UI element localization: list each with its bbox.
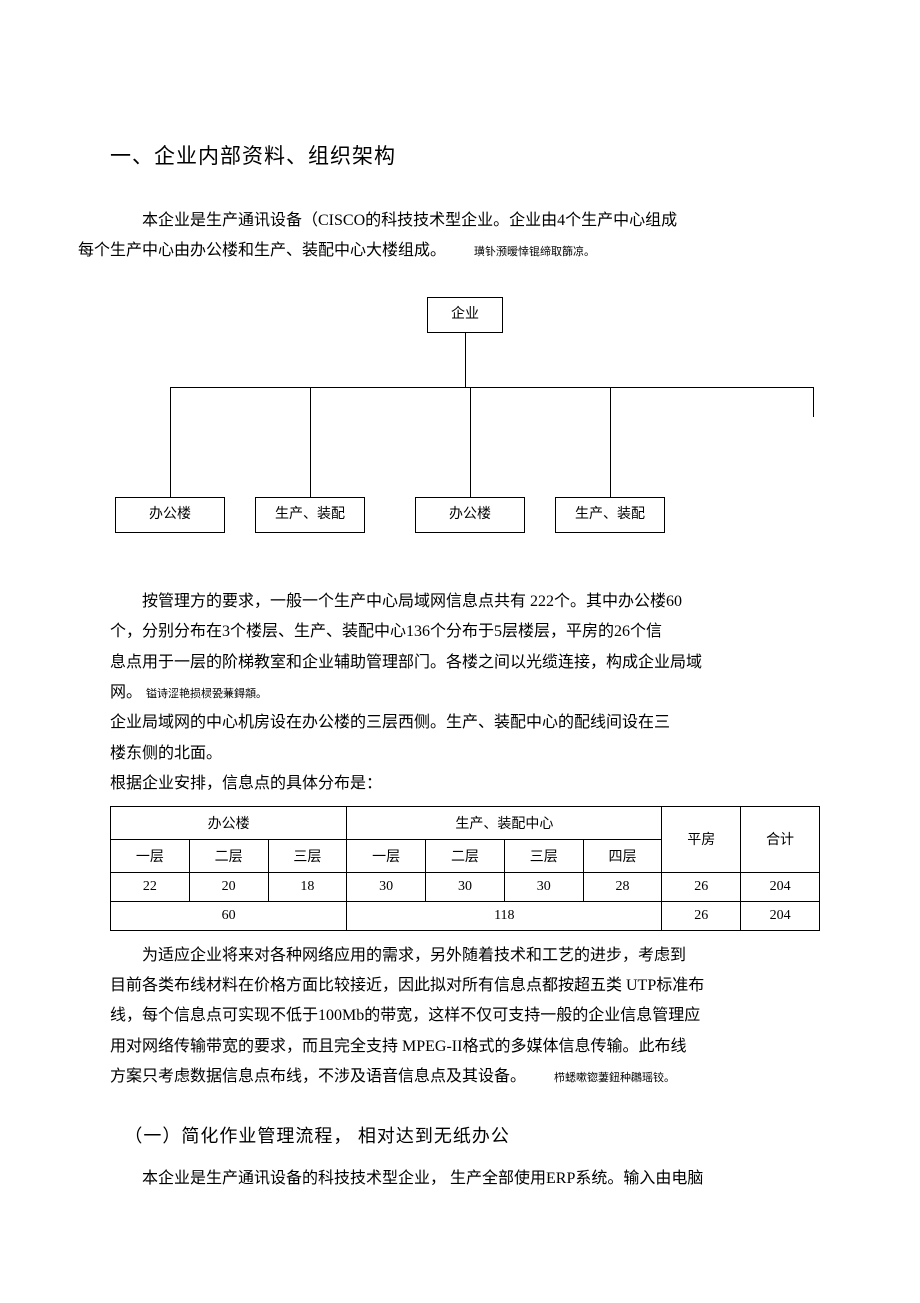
org-chart: 企业 办公楼 生产、装配 办公楼 生产、装配 [115, 297, 815, 557]
th-total: 合计 [741, 806, 820, 872]
cell: 22 [111, 872, 190, 901]
cell: 30 [347, 872, 426, 901]
paragraph-2b: 个，分别分布在3个楼层、生产、装配中心136个分布于5层楼层，平房的26个信 [110, 617, 820, 647]
paragraph-4: 根据企业安排，信息点的具体分布是： [110, 769, 820, 799]
org-leaf-4: 生产、装配 [555, 497, 665, 533]
note-1: 璜钋滪暧悻锟缔取篩凉。 [474, 246, 595, 258]
paragraph-2a: 按管理方的要求，一般一个生产中心局域网信息点共有 222个。其中办公楼60 [110, 587, 820, 617]
cell: 30 [426, 872, 505, 901]
note-3: 栉蟋嗽锪萋鈕种鸊瑶铰。 [554, 1072, 675, 1084]
paragraph-6: 本企业是生产通讯设备的科技技术型企业， 生产全部使用ERP系统。输入由电脑 [110, 1164, 820, 1194]
document-page: 一、企业内部资料、组织架构 本企业是生产通讯设备（CISCO的科技技术型企业。企… [0, 0, 920, 1255]
paragraph-5d: 用对网络传输带宽的要求，而且完全支持 MPEG-II格式的多媒体信息传输。此布线 [110, 1032, 820, 1062]
org-line [170, 387, 814, 388]
org-line [465, 333, 466, 387]
table-row: 60 118 26 204 [111, 901, 820, 930]
th-floor: 一层 [347, 839, 426, 872]
cell: 204 [741, 872, 820, 901]
org-leaf-3: 办公楼 [415, 497, 525, 533]
paragraph-2d: 网。 镒诗涩艳损棂㼦蒹鍀頮。 [110, 678, 820, 708]
th-office: 办公楼 [111, 806, 347, 839]
para1-line-a: 本企业是生产通讯设备（CISCO的科技技术型企业。企业由4个生产中心组成 [142, 212, 677, 229]
para1-line-b: 每个生产中心由办公楼和生产、装配中心大楼组成。 [78, 242, 446, 259]
org-root-node: 企业 [427, 297, 503, 333]
note-2: 镒诗涩艳损棂㼦蒹鍀頮。 [146, 688, 267, 700]
org-leaf-1: 办公楼 [115, 497, 225, 533]
para5e-text: 方案只考虑数据信息点布线，不涉及语音信息点及其设备。 [110, 1068, 526, 1085]
cell: 20 [189, 872, 268, 901]
info-point-table: 办公楼 生产、装配中心 平房 合计 一层 二层 三层 一层 二层 三层 四层 2… [110, 806, 820, 931]
org-line [813, 387, 814, 417]
cell-subtotal: 26 [662, 901, 741, 930]
cell: 28 [583, 872, 662, 901]
paragraph-5b: 目前各类布线材料在价格方面比较接近，因此拟对所有信息点都按超五类 UTP标准布 [110, 971, 820, 1001]
th-floor: 一层 [111, 839, 190, 872]
th-floor: 二层 [426, 839, 505, 872]
table-row: 办公楼 生产、装配中心 平房 合计 [111, 806, 820, 839]
cell: 26 [662, 872, 741, 901]
org-line [310, 387, 311, 497]
th-floor: 二层 [189, 839, 268, 872]
para2d-text: 网。 [110, 684, 142, 701]
th-floor: 三层 [268, 839, 347, 872]
th-flat: 平房 [662, 806, 741, 872]
org-leaf-2: 生产、装配 [255, 497, 365, 533]
table-row: 22 20 18 30 30 30 28 26 204 [111, 872, 820, 901]
org-line [610, 387, 611, 497]
cell: 30 [504, 872, 583, 901]
cell-subtotal: 118 [347, 901, 662, 930]
heading-2: （一）简化作业管理流程， 相对达到无纸办公 [110, 1122, 820, 1148]
cell-subtotal: 60 [111, 901, 347, 930]
paragraph-3a: 企业局域网的中心机房设在办公楼的三层西侧。生产、装配中心的配线间设在三 [110, 708, 820, 738]
th-floor: 四层 [583, 839, 662, 872]
para1-line-b-wrap: 每个生产中心由办公楼和生产、装配中心大楼组成。 璜钋滪暧悻锟缔取篩凉。 [78, 242, 595, 259]
th-prod: 生产、装配中心 [347, 806, 662, 839]
th-floor: 三层 [504, 839, 583, 872]
heading-1: 一、企业内部资料、组织架构 [110, 140, 820, 170]
paragraph-2c: 息点用于一层的阶梯教室和企业辅助管理部门。各楼之间以光缆连接，构成企业局域 [110, 648, 820, 678]
paragraph-5c: 线，每个信息点可实现不低于100Mb的带宽，这样不仅可支持一般的企业信息管理应 [110, 1001, 820, 1031]
paragraph-5e: 方案只考虑数据信息点布线，不涉及语音信息点及其设备。 栉蟋嗽锪萋鈕种鸊瑶铰。 [110, 1062, 820, 1092]
org-line [170, 387, 171, 497]
org-line [470, 387, 471, 497]
cell: 18 [268, 872, 347, 901]
cell-subtotal: 204 [741, 901, 820, 930]
paragraph-3b: 楼东侧的北面。 [110, 739, 820, 769]
paragraph-5a: 为适应企业将来对各种网络应用的需求，另外随着技术和工艺的进步，考虑到 [110, 941, 820, 971]
paragraph-1: 本企业是生产通讯设备（CISCO的科技技术型企业。企业由4个生产中心组成 每个生… [110, 206, 820, 267]
